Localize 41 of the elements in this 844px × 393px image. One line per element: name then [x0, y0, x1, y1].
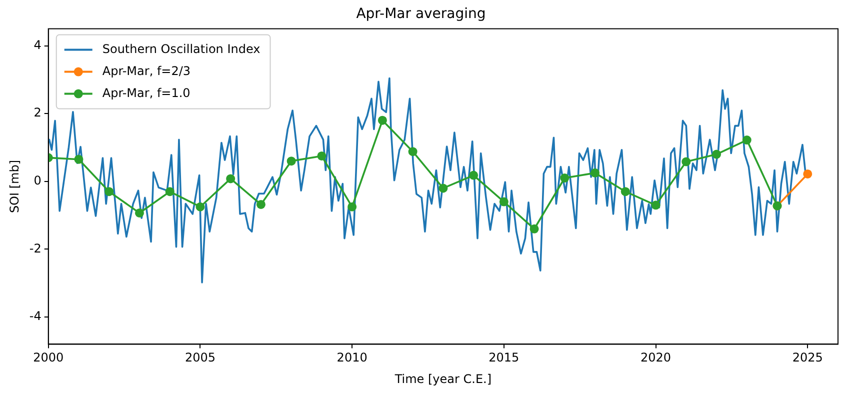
- point: [196, 202, 205, 212]
- point: [560, 174, 570, 183]
- point: [620, 187, 630, 196]
- x-tick-label: 2005: [184, 350, 216, 365]
- y-tick-label: 2: [34, 106, 42, 120]
- legend-label: Southern Oscillation Index: [102, 42, 260, 56]
- point: [378, 116, 387, 125]
- point: [712, 150, 722, 159]
- x-tick-label: 2025: [792, 350, 823, 365]
- y-axis-title: SOI [mb]: [7, 160, 22, 214]
- point: [530, 224, 539, 234]
- y-tick-label: -2: [29, 241, 42, 256]
- point: [286, 156, 296, 166]
- x-axis-title: Time [year C.E.]: [394, 372, 492, 386]
- point: [803, 169, 812, 178]
- x-tick-label: 2010: [336, 350, 368, 365]
- point: [317, 151, 326, 160]
- point: [438, 184, 448, 193]
- point: [408, 147, 418, 156]
- point: [226, 174, 236, 184]
- point: [590, 168, 600, 178]
- chart-title: Apr-Mar averaging: [356, 6, 486, 22]
- point: [682, 157, 691, 166]
- y-tick-label: 4: [34, 38, 42, 52]
- point: [256, 200, 266, 209]
- point: [165, 187, 174, 196]
- x-tick-label: 2020: [640, 350, 672, 365]
- point: [104, 187, 114, 196]
- point: [134, 208, 144, 218]
- point: [499, 197, 508, 206]
- point: [348, 202, 357, 212]
- point: [742, 136, 752, 145]
- x-tick-label: 2000: [33, 350, 64, 365]
- point: [74, 154, 84, 164]
- legend-label: Apr-Mar, f=1.0: [102, 86, 190, 100]
- y-tick-label: 0: [34, 174, 42, 188]
- x-tick-label: 2015: [488, 350, 520, 365]
- point: [651, 200, 660, 210]
- point: [469, 170, 478, 180]
- legend-label: Apr-Mar, f=2/3: [102, 64, 191, 78]
- y-tick-label: -4: [29, 309, 42, 324]
